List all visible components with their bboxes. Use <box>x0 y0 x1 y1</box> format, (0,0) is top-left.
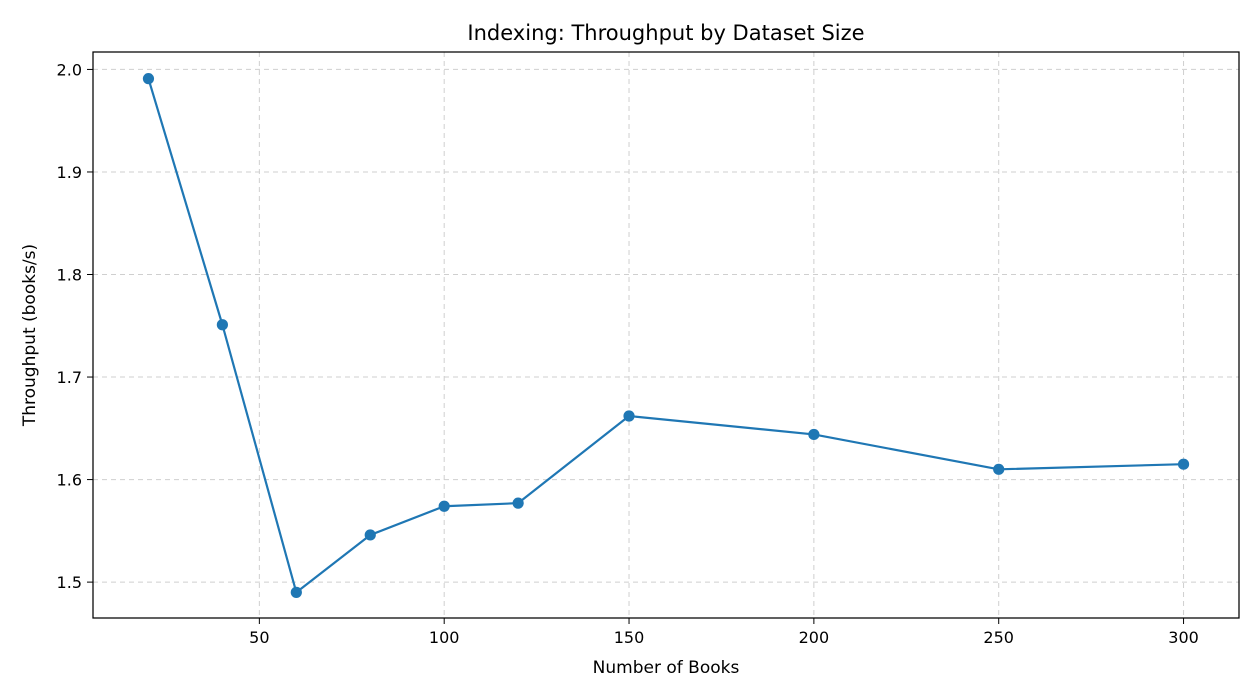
axis-ticks: 50 100 150 200 250 300 1.5 1.6 1.7 1.8 1.9 2.0 <box>57 60 1199 647</box>
x-tick-label: 150 <box>614 628 645 647</box>
data-point <box>623 410 635 422</box>
x-tick-label: 300 <box>1168 628 1199 647</box>
y-tick-label: 1.6 <box>57 471 82 490</box>
series-layer <box>142 73 1190 598</box>
chart-title: Indexing: Throughput by Dataset Size <box>467 21 864 45</box>
x-axis-label: Number of Books <box>593 658 740 678</box>
data-point <box>142 73 155 85</box>
y-tick-label: 1.7 <box>57 368 82 387</box>
y-tick-label: 1.5 <box>57 573 82 592</box>
data-point <box>438 500 450 512</box>
y-axis-label: Throughput (books/s) <box>20 244 40 427</box>
x-tick-label: 250 <box>983 628 1014 647</box>
y-tick-label: 1.8 <box>57 266 82 285</box>
x-tick-label: 200 <box>799 628 830 647</box>
data-point <box>364 529 376 541</box>
plot-frame <box>92 51 1240 619</box>
data-point <box>808 428 820 441</box>
x-tick-label: 50 <box>249 628 269 647</box>
x-tick-label: 100 <box>429 628 460 647</box>
data-point <box>1177 458 1190 470</box>
data-point <box>512 497 524 509</box>
series-line <box>147 78 1184 594</box>
y-tick-label: 2.0 <box>57 60 82 79</box>
grid <box>93 52 1239 618</box>
data-point <box>993 463 1005 475</box>
y-tick-label: 1.9 <box>57 163 82 182</box>
data-point <box>290 586 302 598</box>
data-point <box>216 319 228 331</box>
